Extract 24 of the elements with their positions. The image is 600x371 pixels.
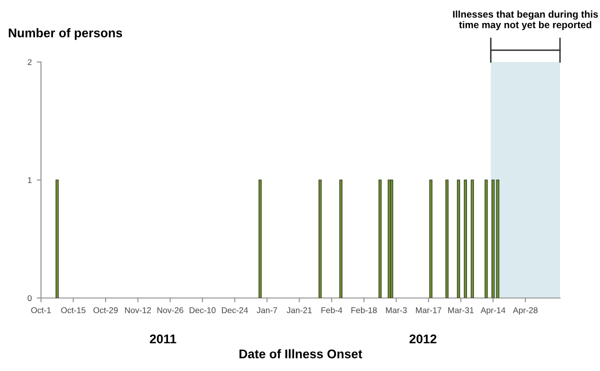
x-tick-label: Nov-12 [125,307,151,314]
x-tick-label: Dec-10 [190,307,216,314]
y-tick-label: 2 [28,59,32,66]
text: 2011 [150,334,176,344]
x-tick-label: Oct-15 [61,307,86,314]
x-tick-label: Jan-7 [256,307,278,314]
x-tick-label: Apr-28 [512,307,538,315]
text: 2012 [410,334,436,344]
x-tick-label: Feb-18 [351,307,377,314]
x-tick-label: Jan-21 [286,307,312,314]
x-tick-label: Oct-29 [93,307,118,314]
y-axis-title: Number of persons [8,28,122,40]
x-tick-label: Dec-24 [222,307,248,314]
x-tick-label: Apr-14 [480,307,506,315]
x-tick-label: Oct-1 [31,307,51,314]
y-tick-label: 1 [28,177,32,184]
x-tick-label: Feb-4 [321,307,342,314]
band-label: Illnesses that began during this time may not yet be reported [453,10,598,30]
y-tick-label: 0 [28,295,32,302]
x-axis-title: Date of Illness Onset [240,349,362,358]
x-tick-label: Mar-17 [416,307,442,314]
x-tick-label: Nov-26 [157,307,184,314]
x-tick-label: Mar-3 [386,307,407,314]
x-tick-label: Mar-31 [448,307,474,314]
